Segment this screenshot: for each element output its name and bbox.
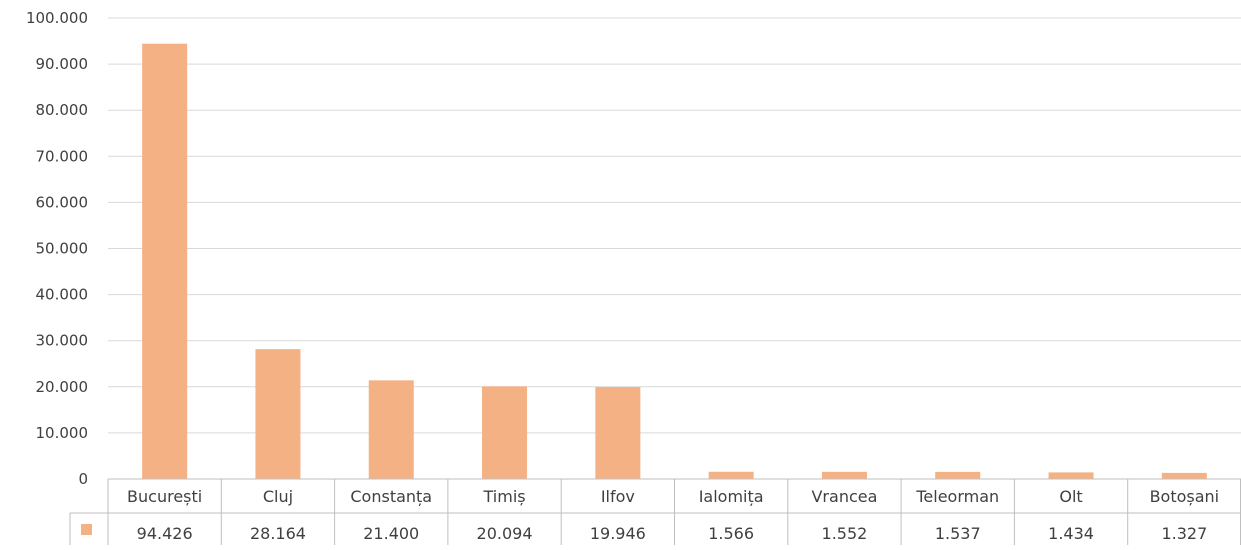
category-label: Teleorman xyxy=(915,487,999,506)
y-tick-label: 10.000 xyxy=(36,424,89,442)
data-table: București 94.426 Cluj 28.164 Constanța 21.400… xyxy=(69,478,1241,545)
category-label: Constanța xyxy=(350,487,432,506)
value-label: 20.094 xyxy=(477,524,533,543)
value-label: 1.566 xyxy=(708,524,754,543)
y-tick-label: 40.000 xyxy=(36,286,89,304)
value-label: 28.164 xyxy=(250,524,306,543)
bars xyxy=(142,43,1207,480)
value-label: 1.537 xyxy=(935,524,981,543)
bar xyxy=(142,43,188,480)
y-tick-label: 100.000 xyxy=(26,9,88,27)
value-label: 1.434 xyxy=(1048,524,1094,543)
category-label: București xyxy=(127,487,202,506)
y-tick-label: 30.000 xyxy=(36,332,89,350)
category-label: Ialomița xyxy=(699,487,764,506)
category-label: Ilfov xyxy=(601,487,635,506)
legend-key-swatch xyxy=(81,524,92,535)
bar xyxy=(482,386,528,479)
category-label: Vrancea xyxy=(811,487,877,506)
y-tick-label: 20.000 xyxy=(36,378,89,396)
bar xyxy=(708,471,754,479)
value-label: 19.946 xyxy=(590,524,646,543)
category-label: Timiș xyxy=(483,487,526,506)
bar xyxy=(1161,472,1207,479)
bar xyxy=(935,471,981,479)
y-tick-label: 60.000 xyxy=(36,193,89,211)
value-label: 21.400 xyxy=(363,524,419,543)
value-label: 94.426 xyxy=(137,524,193,543)
y-tick-label: 0 xyxy=(78,470,88,488)
bar xyxy=(821,471,867,479)
value-label: 1.327 xyxy=(1161,524,1207,543)
bar xyxy=(255,349,301,479)
bar xyxy=(368,380,414,479)
bar xyxy=(1048,472,1094,479)
y-axis-tick-labels: 0 10.000 20.000 30.000 40.000 50.000 60.000 70.… xyxy=(26,9,88,488)
category-label: Botoșani xyxy=(1150,487,1220,506)
y-tick-label: 80.000 xyxy=(36,101,89,119)
bar xyxy=(595,387,641,479)
y-tick-label: 70.000 xyxy=(36,147,89,165)
value-label: 1.552 xyxy=(822,524,868,543)
category-label: Cluj xyxy=(263,487,293,506)
category-label: Olt xyxy=(1059,487,1082,506)
y-tick-label: 90.000 xyxy=(36,55,89,73)
y-tick-label: 50.000 xyxy=(36,240,89,258)
